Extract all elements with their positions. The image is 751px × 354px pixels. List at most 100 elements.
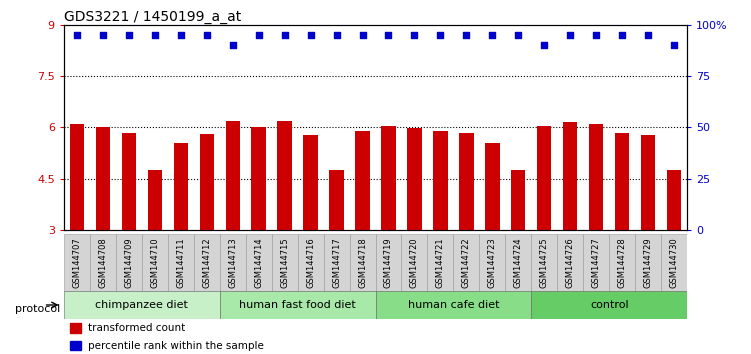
Bar	[511, 170, 526, 230]
Text: GDS3221 / 1450199_a_at: GDS3221 / 1450199_a_at	[64, 10, 241, 24]
Bar	[277, 121, 291, 230]
Bar	[349, 234, 376, 291]
Text: GSM144724: GSM144724	[514, 237, 523, 288]
Text: GSM144708: GSM144708	[98, 237, 107, 288]
Bar	[661, 234, 687, 291]
Bar	[382, 126, 396, 230]
Bar	[584, 234, 609, 291]
Point	[642, 32, 654, 38]
Bar	[167, 234, 194, 291]
Point	[668, 42, 680, 48]
Bar	[355, 131, 369, 230]
Bar	[303, 135, 318, 230]
Bar	[142, 234, 167, 291]
Text: GSM144709: GSM144709	[124, 237, 133, 288]
Bar	[246, 234, 272, 291]
Point	[460, 32, 472, 38]
Text: human fast food diet: human fast food diet	[240, 300, 356, 310]
Point	[279, 32, 291, 38]
Text: control: control	[590, 300, 629, 310]
Bar	[557, 234, 584, 291]
Bar	[90, 234, 116, 291]
Bar	[70, 124, 84, 230]
Bar	[460, 132, 474, 230]
Bar	[148, 170, 162, 230]
Bar	[454, 234, 479, 291]
Text: GSM144715: GSM144715	[280, 237, 289, 288]
Text: percentile rank within the sample: percentile rank within the sample	[88, 341, 264, 350]
Text: GSM144723: GSM144723	[488, 237, 497, 288]
Bar	[173, 143, 188, 230]
Text: GSM144712: GSM144712	[202, 237, 211, 288]
Bar	[194, 234, 220, 291]
Point	[538, 42, 550, 48]
Text: GSM144720: GSM144720	[410, 237, 419, 288]
Text: GSM144707: GSM144707	[72, 237, 81, 288]
Text: GSM144728: GSM144728	[618, 237, 627, 288]
Point	[252, 32, 264, 38]
Point	[175, 32, 187, 38]
Bar	[479, 234, 505, 291]
Text: GSM144729: GSM144729	[644, 237, 653, 288]
Bar	[70, 341, 81, 350]
Point	[564, 32, 576, 38]
Bar	[532, 234, 557, 291]
Bar	[376, 234, 402, 291]
Point	[149, 32, 161, 38]
Bar	[272, 234, 297, 291]
Bar	[376, 291, 532, 319]
Point	[305, 32, 317, 38]
Point	[487, 32, 499, 38]
Text: GSM144719: GSM144719	[384, 237, 393, 288]
Bar	[297, 234, 324, 291]
Point	[409, 32, 421, 38]
Bar	[225, 121, 240, 230]
Bar	[427, 234, 454, 291]
Text: transformed count: transformed count	[88, 323, 185, 333]
Bar	[563, 122, 578, 230]
Text: chimpanzee diet: chimpanzee diet	[95, 300, 189, 310]
Text: GSM144713: GSM144713	[228, 237, 237, 288]
Text: GSM144716: GSM144716	[306, 237, 315, 288]
Text: GSM144717: GSM144717	[332, 237, 341, 288]
Bar	[537, 126, 551, 230]
Bar	[324, 234, 349, 291]
Bar	[95, 127, 110, 230]
Text: GSM144711: GSM144711	[176, 237, 185, 288]
Bar	[330, 170, 344, 230]
Point	[201, 32, 213, 38]
Text: GSM144725: GSM144725	[540, 237, 549, 288]
Bar	[220, 291, 376, 319]
Bar	[70, 323, 81, 333]
Point	[71, 32, 83, 38]
Point	[617, 32, 629, 38]
Text: GSM144718: GSM144718	[358, 237, 367, 288]
Bar	[609, 234, 635, 291]
Bar	[402, 234, 427, 291]
Point	[382, 32, 394, 38]
Point	[97, 32, 109, 38]
Bar	[635, 234, 661, 291]
Bar	[200, 133, 214, 230]
Text: GSM144730: GSM144730	[670, 237, 679, 288]
Bar	[116, 234, 142, 291]
Text: GSM144726: GSM144726	[566, 237, 575, 288]
Point	[357, 32, 369, 38]
Bar	[122, 132, 136, 230]
Bar	[485, 143, 499, 230]
Bar	[407, 128, 421, 230]
Point	[122, 32, 134, 38]
Bar	[532, 291, 687, 319]
Bar	[252, 127, 266, 230]
Point	[227, 42, 239, 48]
Bar	[589, 124, 603, 230]
Point	[434, 32, 446, 38]
Bar	[615, 132, 629, 230]
Point	[512, 32, 524, 38]
Bar	[433, 131, 448, 230]
Point	[590, 32, 602, 38]
Text: GSM144710: GSM144710	[150, 237, 159, 288]
Point	[330, 32, 342, 38]
Bar	[641, 135, 656, 230]
Bar	[220, 234, 246, 291]
